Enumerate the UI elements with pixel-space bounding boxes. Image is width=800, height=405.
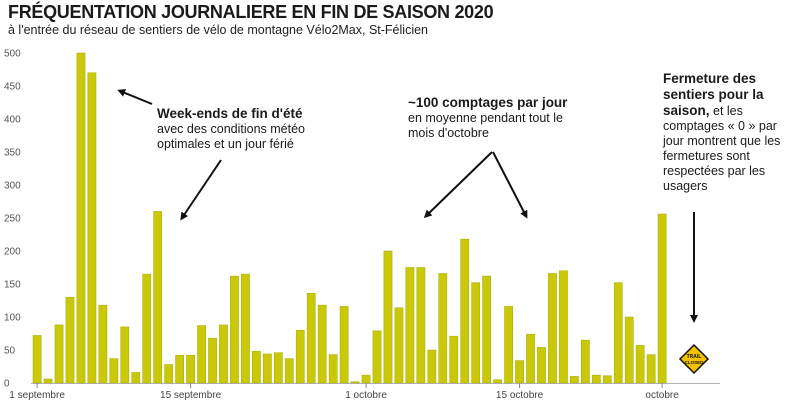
bar-day-30 (350, 381, 360, 384)
bar-day-53 (602, 375, 612, 384)
bar-day-46 (526, 333, 535, 384)
y-tick-label: 350 (4, 148, 21, 159)
y-tick-label: 100 (4, 313, 21, 324)
x-tick-label: 15 septembre (160, 390, 222, 401)
bar-day-21 (252, 351, 261, 384)
bar-day-1 (32, 335, 42, 384)
bar-day-18 (219, 324, 228, 384)
y-tick-label: 150 (4, 280, 21, 291)
annotation-closure-text: et les comptages « 0 » par jour montrent… (663, 104, 781, 193)
bar-day-50 (570, 376, 579, 384)
bar-day-4 (65, 296, 75, 384)
annotation-weekend-title: Week-ends de fin d'été (157, 106, 303, 121)
bar-day-5 (76, 52, 86, 384)
bar-day-11 (142, 273, 152, 384)
y-tick-label: 400 (4, 115, 21, 126)
bar-day-54 (613, 282, 623, 384)
bar-day-22 (263, 353, 272, 384)
annotation-october-text: en moyenne pendant tout le mois d'octobr… (408, 111, 563, 140)
arrow-october-right (492, 151, 528, 219)
annotation-october: ~100 comptages par jour en moyenne penda… (408, 95, 568, 141)
y-tick-label: 300 (4, 181, 21, 192)
bar-day-23 (273, 352, 283, 384)
arrow-october-left (423, 151, 493, 219)
y-tick-label: 50 (4, 346, 16, 357)
bar-day-19 (230, 275, 239, 384)
y-tick-label: 200 (4, 247, 21, 258)
bar-day-56 (635, 345, 645, 384)
bar-day-37 (427, 349, 437, 384)
bar-day-13 (164, 364, 174, 384)
bar-day-45 (515, 360, 524, 384)
x-tick-label: 1 septembre (9, 390, 65, 401)
y-tick-label: 250 (4, 214, 21, 225)
y-tick-label: 450 (4, 82, 21, 93)
bar-day-15 (186, 355, 195, 384)
bar-day-36 (416, 267, 426, 384)
bar-day-2 (43, 378, 53, 384)
x-tick-label: 15 octobre (496, 390, 544, 401)
arrow-to-weekend (180, 159, 222, 221)
chart-title: FRÉQUENTATION JOURNALIERE EN FIN DE SAIS… (8, 2, 494, 22)
annotation-october-title: ~100 comptages par jour (408, 95, 568, 110)
bar-day-14 (175, 355, 184, 384)
bar-day-7 (98, 304, 108, 384)
bar-day-34 (394, 307, 404, 384)
bar-day-40 (460, 238, 470, 384)
x-tick-label: 1 octobre (345, 390, 387, 401)
bar-day-41 (471, 282, 481, 384)
bar-day-31 (361, 374, 371, 384)
trail-closed-sign-icon: TRAIL CLOSED (678, 343, 710, 375)
bar-day-33 (383, 250, 393, 384)
annotation-closure: Fermeture des sentiers pour la saison, e… (663, 71, 793, 194)
bar-day-32 (372, 330, 382, 384)
bar-day-47 (537, 347, 546, 384)
bar-day-28 (328, 354, 338, 384)
bar-day-24 (284, 358, 294, 384)
bar-day-12 (153, 211, 163, 384)
bar-day-44 (504, 306, 513, 384)
bar-day-57 (646, 354, 656, 384)
y-tick-label: 0 (4, 379, 10, 390)
bar-day-39 (449, 335, 459, 384)
sign-text-line1: TRAIL (687, 354, 702, 360)
sign-text-line2: CLOSED (685, 360, 705, 365)
bar-day-58 (657, 213, 667, 384)
bar-day-16 (197, 325, 206, 384)
bar-day-48 (548, 273, 557, 384)
bar-day-10 (131, 372, 141, 384)
bar-day-27 (317, 304, 327, 384)
bar-day-3 (54, 324, 64, 384)
bar-day-17 (208, 337, 217, 384)
bar-day-8 (109, 358, 119, 384)
bar-day-20 (241, 273, 250, 384)
bar-day-9 (120, 326, 130, 384)
annotation-closure-title: Fermeture des sentiers pour la saison, (663, 71, 764, 118)
bar-day-49 (559, 270, 568, 384)
bar-day-43 (493, 379, 502, 384)
annotation-weekend-text: avec des conditions météo optimales et u… (157, 122, 306, 151)
bar-day-25 (295, 329, 305, 384)
bar-day-55 (624, 316, 634, 384)
x-tick-label: octobre (645, 390, 679, 401)
bar-day-35 (405, 267, 415, 384)
bar-day-51 (581, 339, 590, 384)
bar-day-26 (306, 292, 316, 384)
y-tick-label: 500 (4, 49, 21, 60)
arrow-to-peak (117, 89, 153, 105)
chart-subtitle: à l'entrée du réseau de sentiers de vélo… (8, 23, 428, 37)
bar-day-38 (438, 273, 448, 384)
bar-day-29 (339, 306, 349, 384)
bar-day-6 (87, 72, 97, 384)
bar-day-42 (482, 275, 492, 384)
bar-day-52 (591, 374, 601, 384)
annotation-weekend: Week-ends de fin d'été avec des conditio… (157, 106, 327, 152)
